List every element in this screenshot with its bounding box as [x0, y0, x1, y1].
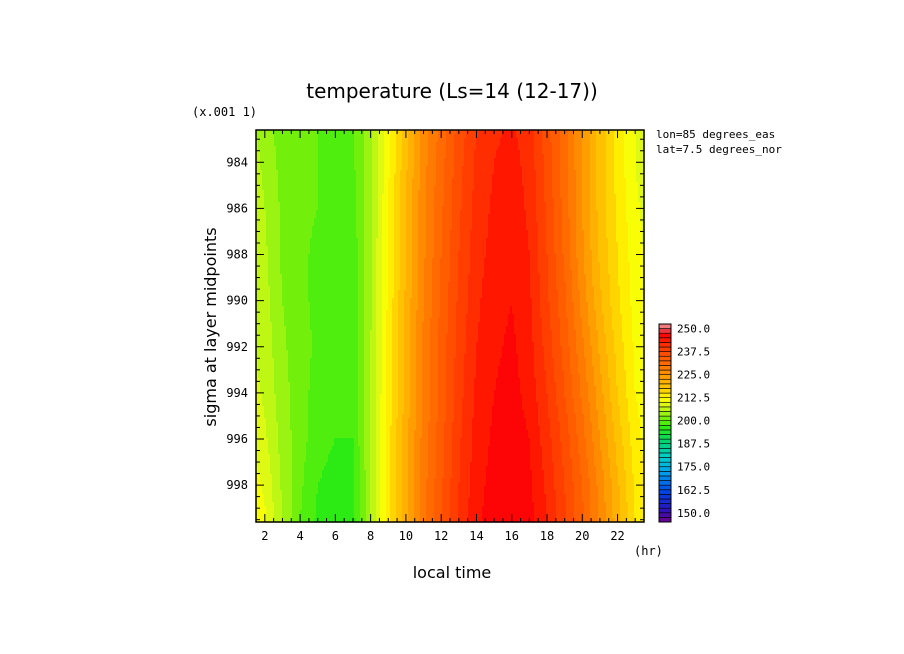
lon-annotation: lon=85 degrees_eas	[656, 128, 775, 141]
y-axis-label: sigma at layer midpoints	[201, 227, 220, 426]
lat-annotation: lat=7.5 degrees_nor	[656, 143, 782, 156]
x-axis-label: local time	[413, 563, 492, 582]
chart-title: temperature (Ls=14 (12-17))	[306, 79, 598, 103]
heatmap-cells	[256, 130, 645, 523]
y-scale-note: (x.001 1)	[192, 105, 257, 119]
x-unit-label: (hr)	[634, 544, 663, 558]
